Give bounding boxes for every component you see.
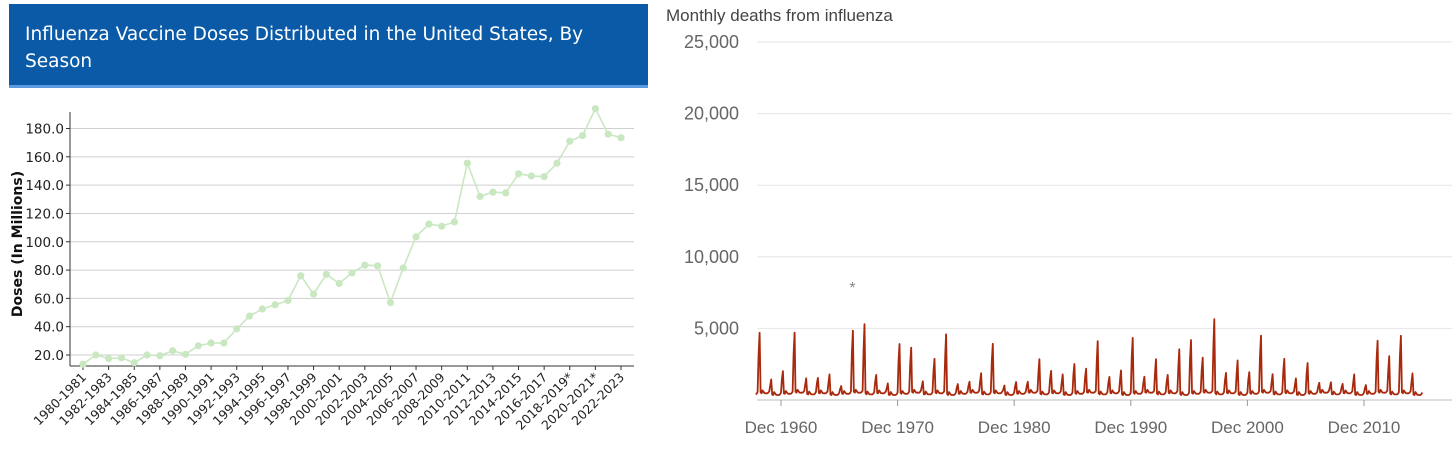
doses-data-point	[361, 261, 369, 269]
doses-data-point	[156, 352, 164, 360]
doses-data-point	[399, 264, 407, 272]
doses-data-point	[309, 290, 318, 298]
doses-data-point	[540, 173, 548, 181]
deaths-chart-title: Monthly deaths from influenza	[666, 6, 893, 25]
x-tick-label: Dec 2010	[1328, 418, 1401, 437]
y-tick-label: 60.0	[34, 291, 64, 307]
doses-data-point	[604, 130, 612, 138]
y-tick-label: 160.0	[25, 150, 64, 166]
doses-data-point	[502, 189, 510, 197]
doses-data-point	[169, 347, 177, 355]
vaccine-doses-chart: 20.0 40.0 60.0 80.0 100.0 120.0 140.0 160.0 180.…	[10, 105, 634, 433]
doses-data-point	[425, 220, 433, 228]
doses-data-point	[348, 269, 356, 277]
x-tick-label: Dec 2000	[1211, 418, 1284, 437]
doses-data-point	[489, 188, 497, 196]
doses-data-point	[450, 218, 459, 226]
doses-data-point	[271, 301, 279, 309]
doses-data-point	[386, 299, 395, 307]
doses-data-point	[527, 172, 535, 180]
y-tick-label: 25,000	[684, 32, 739, 52]
y-tick-label: 20.0	[34, 348, 64, 364]
doses-data-point	[476, 192, 484, 201]
doses-data-point	[284, 296, 292, 305]
doses-data-point	[143, 351, 151, 359]
deaths-series-line	[755, 318, 1424, 396]
doses-data-point	[463, 159, 471, 167]
doses-data-point	[105, 354, 113, 363]
doses-data-point	[220, 339, 228, 347]
doses-data-point	[233, 325, 241, 333]
doses-data-point	[578, 131, 587, 140]
doses-data-point	[297, 272, 305, 280]
doses-data-point	[79, 360, 87, 368]
flu-deaths-panel: Monthly deaths from influenza 5,000 10,000…	[652, 0, 1456, 449]
doses-data-point	[92, 351, 100, 359]
doses-data-point	[245, 312, 254, 320]
doses-data-point	[591, 105, 599, 113]
y-tick-label: 100.0	[25, 235, 64, 251]
doses-data-point	[322, 270, 330, 278]
y-tick-label: 15,000	[684, 175, 739, 195]
vaccine-doses-panel: Influenza Vaccine Doses Distributed in t…	[0, 0, 652, 449]
y-tick-label: 5,000	[694, 318, 739, 338]
doses-data-point	[374, 262, 382, 270]
y-tick-label: 40.0	[34, 320, 64, 336]
x-tick-label: Dec 1990	[1094, 418, 1167, 437]
flu-deaths-chart: Monthly deaths from influenza 5,000 10,000…	[666, 6, 1452, 437]
doses-data-point	[207, 339, 215, 347]
y-tick-label: 20,000	[684, 104, 739, 124]
y-tick-label: 140.0	[25, 178, 64, 194]
x-tick-label: Dec 1980	[978, 418, 1051, 437]
doses-data-point	[117, 354, 126, 362]
doses-data-point	[553, 159, 561, 167]
y-tick-label: 10,000	[684, 247, 739, 267]
doses-data-point	[258, 305, 266, 313]
x-tick-label: Dec 1970	[861, 418, 934, 437]
vaccine-chart-title: Influenza Vaccine Doses Distributed in t…	[9, 4, 648, 88]
doses-data-point	[412, 233, 420, 241]
doses-data-point	[617, 134, 625, 142]
doses-series-line	[82, 106, 622, 365]
y-tick-label: 180.0	[25, 122, 64, 138]
doses-data-point	[194, 342, 202, 350]
y-tick-label: 120.0	[25, 206, 64, 222]
y-axis-title: Doses (In Millions)	[10, 171, 26, 317]
doses-data-point	[566, 137, 574, 145]
doses-data-point	[335, 279, 343, 288]
annotation-asterisk: *	[849, 280, 855, 297]
y-tick-label: 80.0	[34, 263, 64, 279]
doses-data-point	[130, 359, 138, 367]
x-tick-label: Dec 1960	[745, 418, 818, 437]
doses-data-point	[181, 350, 190, 358]
doses-data-point	[438, 222, 446, 230]
doses-data-point	[514, 170, 523, 178]
